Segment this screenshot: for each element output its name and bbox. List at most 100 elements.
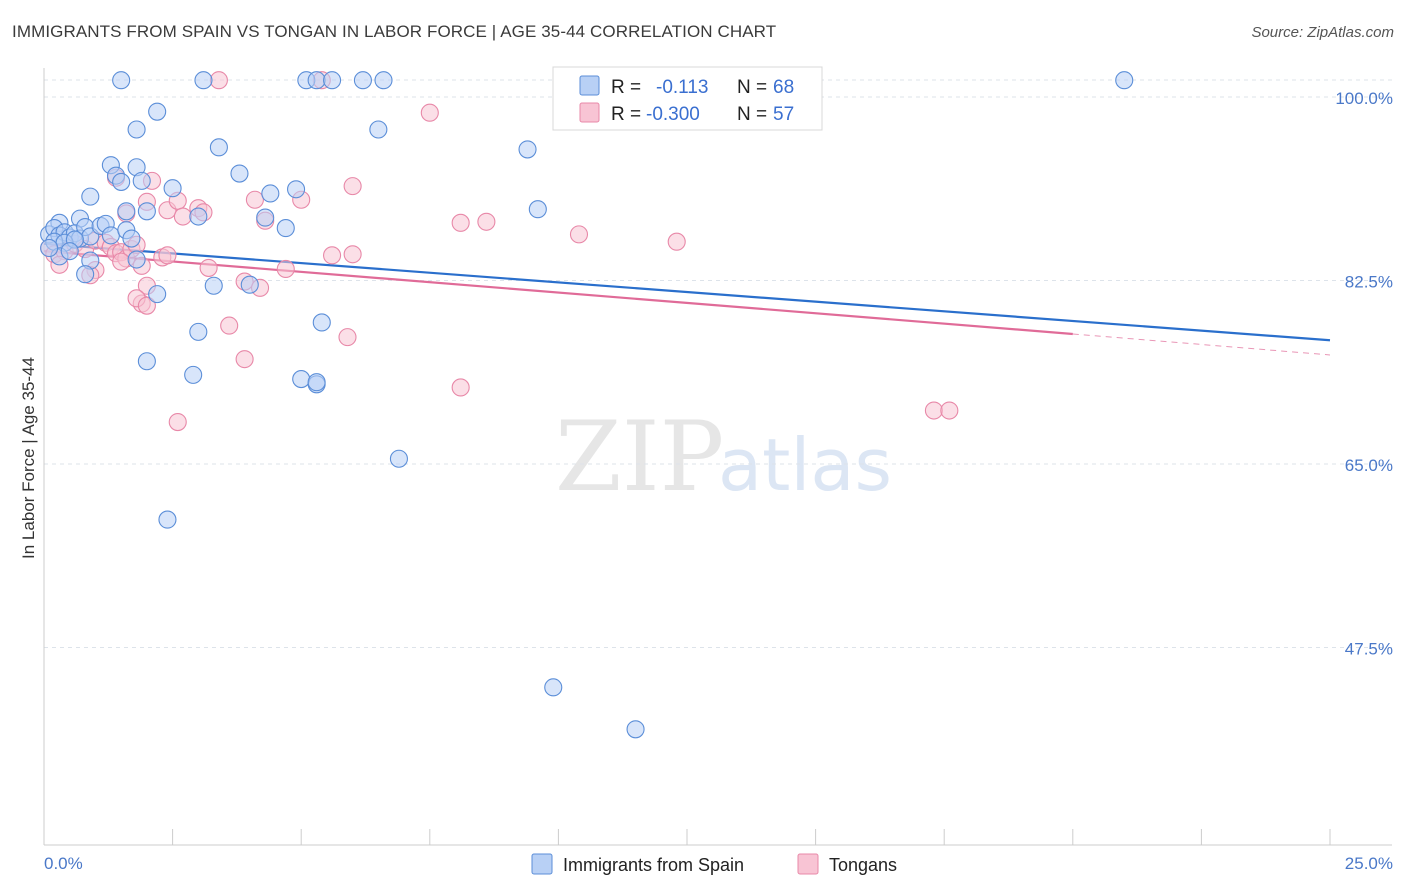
point-tongan <box>343 245 362 264</box>
point-spain <box>76 265 95 284</box>
point-spain <box>127 120 146 139</box>
bottom-legend-label-tongan: Tongans <box>829 855 897 875</box>
point-tongan <box>924 401 943 420</box>
point-tongan <box>235 350 254 369</box>
point-tongan <box>220 316 239 335</box>
chart-source: Source: ZipAtlas.com <box>1251 24 1394 41</box>
point-spain <box>117 202 136 221</box>
point-spain <box>544 678 563 697</box>
point-spain <box>122 229 141 248</box>
y-tick-label: 82.5% <box>1345 273 1393 292</box>
point-tongan <box>420 103 439 122</box>
point-spain <box>256 208 275 227</box>
point-tongan <box>158 246 177 265</box>
legend-spain-n-value: 68 <box>773 77 794 98</box>
y-tick-label: 100.0% <box>1335 89 1393 108</box>
point-spain <box>292 370 311 389</box>
legend-tongan-n-value: 57 <box>773 104 794 125</box>
point-spain <box>189 322 208 341</box>
point-spain <box>60 242 79 261</box>
point-spain <box>307 373 326 392</box>
bottom-legend-label-spain: Immigrants from Spain <box>563 855 744 875</box>
legend-swatch-spain <box>579 75 600 96</box>
legend-tongan-n-label: N = <box>737 104 767 125</box>
point-spain <box>137 352 156 371</box>
point-tongan <box>137 296 156 315</box>
bottom-legend-swatch-spain <box>531 853 553 875</box>
trend-line-spain <box>43 242 1331 342</box>
point-spain <box>101 226 120 245</box>
legend-spain-r-value: -0.113 <box>656 77 708 98</box>
point-spain <box>240 275 259 294</box>
watermark-zip: ZIP <box>555 401 724 513</box>
point-tongan <box>451 378 470 397</box>
point-spain <box>137 202 156 221</box>
point-tongan <box>168 413 187 432</box>
point-spain <box>312 313 331 332</box>
point-tongan <box>451 213 470 232</box>
bottom-legend-swatch-tongan <box>797 853 819 875</box>
point-spain <box>323 71 342 90</box>
point-spain <box>209 138 228 157</box>
x-tick-label-min: 0.0% <box>44 854 83 873</box>
point-tongan <box>477 212 496 231</box>
point-spain <box>112 71 131 90</box>
point-tongan <box>940 401 959 420</box>
point-spain <box>307 71 326 90</box>
point-tongan <box>245 190 264 209</box>
point-spain <box>276 219 295 238</box>
chart-title: IMMIGRANTS FROM SPAIN VS TONGAN IN LABOR… <box>12 22 777 41</box>
point-spain <box>81 187 100 206</box>
point-spain <box>194 71 213 90</box>
point-spain <box>148 102 167 121</box>
point-tongan <box>112 252 131 271</box>
point-spain <box>389 449 408 468</box>
point-spain <box>184 365 203 384</box>
point-spain <box>158 510 177 529</box>
point-spain <box>287 180 306 199</box>
point-tongan <box>199 258 218 277</box>
correlation-legend: R = -0.113 N = 68 R = -0.300 N = 57 <box>552 66 823 131</box>
point-spain <box>518 140 537 159</box>
series-legend: Immigrants from Spain Tongans <box>531 853 897 875</box>
point-tongan <box>209 71 228 90</box>
point-spain <box>204 276 223 295</box>
legend-tongan-r-value: -0.300 <box>646 104 700 125</box>
trend-line-tongan <box>43 250 1073 336</box>
x-tick-label-max: 25.0% <box>1345 854 1393 873</box>
point-spain <box>626 720 645 739</box>
point-tongan <box>338 328 357 347</box>
point-spain <box>189 207 208 226</box>
point-tongan <box>667 232 686 251</box>
point-spain <box>230 164 249 183</box>
point-spain <box>163 179 182 198</box>
point-spain <box>112 172 131 191</box>
y-tick-label: 47.5% <box>1345 640 1393 659</box>
point-spain <box>369 120 388 139</box>
y-axis-label: In Labor Force | Age 35-44 <box>19 357 38 559</box>
point-spain <box>132 171 151 190</box>
point-spain <box>40 238 59 258</box>
y-tick-label: 65.0% <box>1345 456 1393 475</box>
point-spain <box>353 71 372 90</box>
point-spain <box>528 200 547 219</box>
point-tongan <box>276 259 295 279</box>
point-spain <box>127 250 146 269</box>
point-spain <box>148 285 167 304</box>
point-tongan <box>323 246 342 265</box>
point-tongan <box>569 225 589 244</box>
legend-spain-r-label: R = <box>611 77 641 98</box>
point-tongan <box>343 177 362 196</box>
point-spain <box>374 71 393 90</box>
legend-spain-n-label: N = <box>737 77 767 98</box>
watermark-atlas: atlas <box>718 423 892 507</box>
axes <box>43 68 1392 846</box>
trend-lines <box>43 242 1331 356</box>
point-tongan <box>173 207 192 226</box>
point-spain <box>261 184 280 203</box>
point-spain <box>1115 71 1134 90</box>
legend-tongan-r-label: R = <box>611 104 641 125</box>
legend-swatch-tongan <box>579 102 600 123</box>
data-points <box>40 71 1134 739</box>
